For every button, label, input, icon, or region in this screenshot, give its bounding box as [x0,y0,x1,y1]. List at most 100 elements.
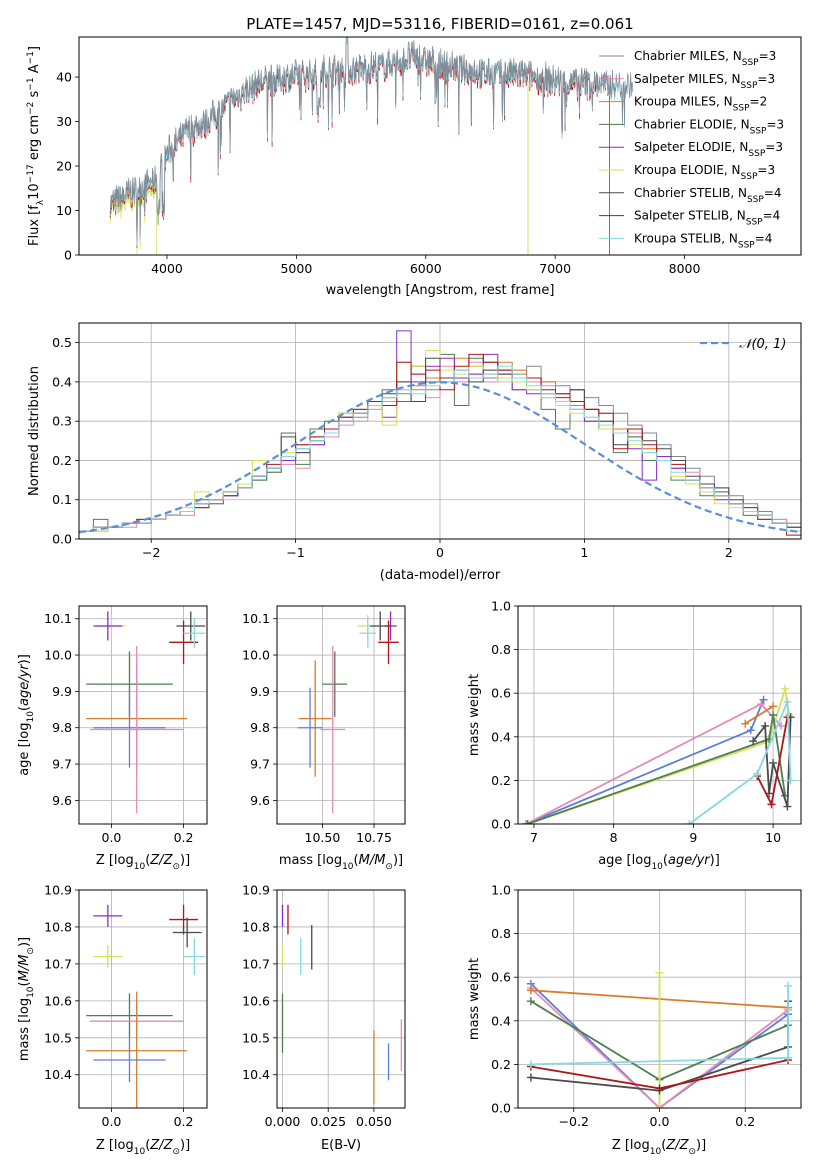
x-tick-label: 0.2 [735,1114,755,1129]
y-tick-label: 10.0 [242,648,270,663]
y-tick-label: 10.1 [44,611,72,626]
label-part: 10 [26,986,36,998]
plot-area [277,890,405,1108]
label-part: )] [17,937,32,947]
y-tick-label: 1.0 [491,883,511,898]
y-tick-label: 0.6 [491,970,511,985]
y-tick-label: 10.9 [44,883,72,898]
residual-histogram-panel: −2 −1 0 1 2 0.0 0.1 0.2 0.3 0.4 0.5 𝒩(0, 1) (data-mo… [27,322,802,583]
axes-frame [78,36,802,256]
plot-content [86,611,206,814]
y-axis-label: Normed distribution [27,366,42,496]
y-tick-label: 0.4 [491,1013,511,1028]
y-tick-label: 0.2 [491,773,511,788]
label-part: )] [696,1138,706,1153]
mass-weight-marker [786,776,795,785]
x-tick-label: 0.0 [650,1114,670,1129]
y-axis-label: age [log10(age/yr)] [17,654,36,776]
label-part: Z/Z [149,853,173,868]
y-tick-label: 10 [56,203,72,218]
label-part: mass [log [279,853,342,868]
mass-weight-marker [767,800,776,809]
y-axis-label: mass weight [467,958,482,1040]
age-vs-metallicity-panel: 0.0 0.29.69.79.89.910.010.1Z [log10(Z/Z⊙)… [17,605,208,872]
x-tick-label: 9 [689,830,697,845]
x-tick-label: 0.050 [356,1114,392,1129]
legend-label: 𝒩(0, 1) [739,337,786,352]
label-part: Salpeter MILES, N [634,72,741,86]
mass-weight-marker [753,769,762,778]
y-tick-label: 10.6 [242,993,270,1008]
plot-content [521,684,795,824]
y-tick-label: 10.4 [242,1067,270,1082]
y-tick-label: 10.6 [44,993,72,1008]
label-part: ( [145,853,150,868]
label-part: −1 [26,51,36,64]
label-part: 10 [134,862,146,872]
label-part: M/M [17,955,32,982]
mass-vs-metallicity-panel: 0.0 0.210.410.510.610.710.810.9Z [log10(Z… [17,883,208,1157]
label-part: M/M [359,853,386,868]
mass-weight-vs-metallicity-panel: −0.2 0.0 0.2 0.0 0.2 0.4 0.6 0.8 1.0 mass weight Z… [467,883,802,1157]
x-tick-label: 7000 [539,261,571,276]
label-part: )] [710,853,720,868]
mass-weight-marker [523,820,532,824]
plot-content [281,904,402,1105]
mass-weight-marker [685,820,694,824]
x-tick-label: 1 [580,545,588,560]
label-part: =4 [755,231,773,245]
y-tick-label: 40 [56,70,72,85]
x-tick-label: 10 [765,830,781,845]
y-tick-label: 0.0 [491,1101,511,1116]
legend-label: Salpeter MILES, NSSP=3 [634,72,775,91]
label-part: −1 [26,77,36,90]
label-part: ⊙ [26,947,36,955]
mass-weight-line [752,717,792,807]
label-part: 10 [27,183,42,200]
axes-frame [78,605,208,825]
y-tick-label: 0.4 [52,374,72,389]
label-part: s [27,90,42,101]
x-axis-label: Z [log10(Z/Z⊙)] [96,853,190,872]
mass-weight-marker [757,700,766,709]
plot-content [79,330,801,539]
x-axis-label: mass [log10(M/M⊙)] [279,853,403,872]
label-part: age/yr [668,853,711,868]
label-part: ( [354,853,359,868]
mass-weight-marker [526,997,535,1006]
x-tick-label: 6000 [410,261,442,276]
y-tick-label: 10.8 [242,919,270,934]
axes-frame [276,605,406,825]
label-part: SSP [738,240,755,250]
label-part: Chabrier MILES, N [634,49,742,63]
label-part: λ [36,199,46,205]
x-axis-label: (data-model)/error [380,568,501,583]
label-part: ( [661,1138,666,1153]
mass-weight-line [527,714,786,824]
y-tick-label: 10.5 [44,1030,72,1045]
label-part: =3 [766,117,784,131]
legend-label: Salpeter STELIB, NSSP=4 [634,209,780,228]
y-axis-label: mass weight [467,674,482,756]
mass-weight-marker [759,695,768,704]
label-part: SSP [733,104,750,114]
y-axis-label: mass [log10(M/M⊙)] [17,937,36,1061]
label-part: Kroupa ELODIE, N [634,163,741,177]
label-part: )] [17,654,32,664]
mass-weight-line [744,705,774,725]
label-part: Kroupa STELIB, N [634,231,738,245]
label-part: SSP [741,172,758,182]
x-tick-label: −0.2 [559,1114,589,1129]
label-part: SSP [747,195,764,205]
y-tick-label: 20 [56,159,72,174]
y-tick-label: 0 [64,248,72,263]
y-tick-label: 10.0 [44,648,72,663]
mass-weight-marker [655,1084,664,1093]
label-part: )] [180,1138,190,1153]
label-part: Chabrier STELIB, N [634,186,747,200]
mass-weight-marker [526,1060,535,1069]
x-tick-label: 7 [530,830,538,845]
label-part: 10 [342,862,354,872]
y-tick-label: 9.6 [250,793,270,808]
